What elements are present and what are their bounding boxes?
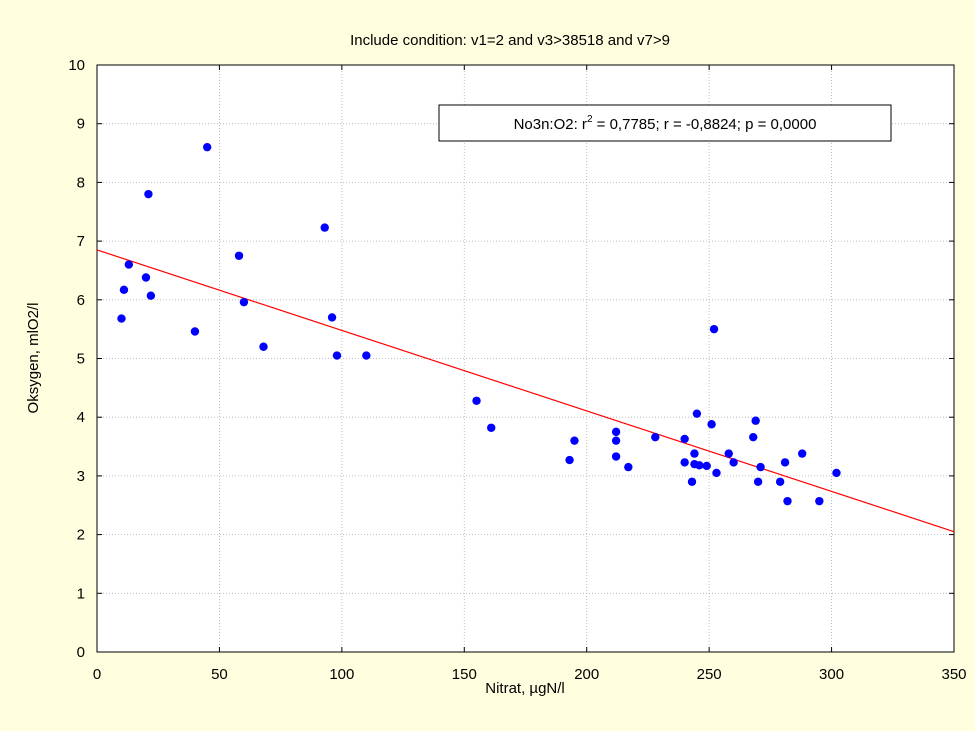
x-tick-label: 250 xyxy=(697,666,722,683)
data-point xyxy=(709,324,719,334)
data-point xyxy=(611,452,621,461)
data-point xyxy=(239,297,249,307)
data-point xyxy=(729,458,738,467)
axis-ticks xyxy=(96,64,955,653)
y-tick-label: 7 xyxy=(77,233,85,250)
data-point xyxy=(707,420,716,429)
data-point xyxy=(144,189,153,199)
data-point xyxy=(690,449,699,458)
data-point xyxy=(611,427,621,437)
data-point xyxy=(780,458,790,467)
x-tick-label: 50 xyxy=(211,666,228,683)
data-point xyxy=(712,468,721,478)
data-points xyxy=(117,142,841,506)
data-point xyxy=(775,477,785,486)
data-point xyxy=(695,461,704,470)
data-point xyxy=(202,142,212,152)
data-point xyxy=(234,251,244,260)
regression-line xyxy=(96,249,955,533)
annotation-prefix: No3n:O2: r xyxy=(514,116,587,133)
y-tick-labels: 0 1 2 3 4 5 6 7 8 9 10 xyxy=(68,57,85,661)
x-tick-label: 350 xyxy=(941,666,966,683)
data-point xyxy=(119,285,129,295)
data-point xyxy=(332,351,342,360)
data-point xyxy=(146,291,156,300)
x-tick-label: 0 xyxy=(93,666,101,683)
data-point xyxy=(362,351,371,360)
y-tick-label: 1 xyxy=(77,585,85,602)
data-point xyxy=(611,436,621,445)
data-point xyxy=(472,396,481,405)
x-tick-label: 300 xyxy=(819,666,844,683)
data-point xyxy=(692,409,702,418)
data-point xyxy=(832,468,841,478)
data-point xyxy=(651,432,660,442)
y-tick-label: 5 xyxy=(77,351,85,368)
data-point xyxy=(259,342,268,351)
annotation-suffix: = 0,7785; r = -0,8824; p = 0,0000 xyxy=(593,116,817,133)
data-point xyxy=(680,458,689,467)
data-point xyxy=(749,432,758,442)
data-point xyxy=(487,423,496,432)
y-tick-label: 4 xyxy=(77,409,85,426)
chart-title: Include condition: v1=2 and v3>38518 and… xyxy=(350,32,670,49)
x-tick-labels: 0 50 100 150 200 250 300 350 xyxy=(93,666,967,683)
data-point xyxy=(815,496,824,506)
y-tick-label: 9 xyxy=(77,116,85,133)
data-point xyxy=(702,461,711,471)
data-point xyxy=(687,477,697,486)
y-axis-title: Oksygen, mlO2/l xyxy=(25,303,42,414)
stats-annotation-box xyxy=(438,104,892,142)
data-point xyxy=(320,223,329,232)
data-point xyxy=(141,273,151,282)
x-axis-title: Nitrat, µgN/l xyxy=(485,680,565,697)
data-point xyxy=(570,436,579,445)
data-point xyxy=(680,434,689,444)
stats-annotation: No3n:O2: r2 = 0,7785; r = -0,8824; p = 0… xyxy=(438,104,892,142)
data-point xyxy=(190,327,200,336)
data-point xyxy=(124,260,134,269)
y-tick-label: 10 xyxy=(68,57,85,74)
y-tick-label: 6 xyxy=(77,292,85,309)
data-point xyxy=(753,477,763,486)
x-tick-label: 200 xyxy=(574,666,599,683)
annotation-superscript: 2 xyxy=(587,114,593,125)
y-tick-label: 8 xyxy=(77,174,85,191)
data-point xyxy=(783,496,792,506)
y-tick-label: 2 xyxy=(77,527,85,544)
y-tick-label: 3 xyxy=(77,468,85,485)
stats-annotation-text: No3n:O2: r2 = 0,7785; r = -0,8824; p = 0… xyxy=(514,114,817,133)
data-point xyxy=(751,416,760,425)
data-point xyxy=(624,462,633,472)
y-tick-label: 0 xyxy=(77,644,85,661)
data-point xyxy=(724,449,733,458)
data-point xyxy=(327,313,337,322)
x-tick-label: 150 xyxy=(452,666,477,683)
plot-area xyxy=(96,64,955,653)
data-point xyxy=(756,462,765,472)
x-tick-label: 100 xyxy=(329,666,354,683)
data-point xyxy=(797,449,807,458)
data-point xyxy=(565,455,574,465)
data-point xyxy=(117,314,126,323)
